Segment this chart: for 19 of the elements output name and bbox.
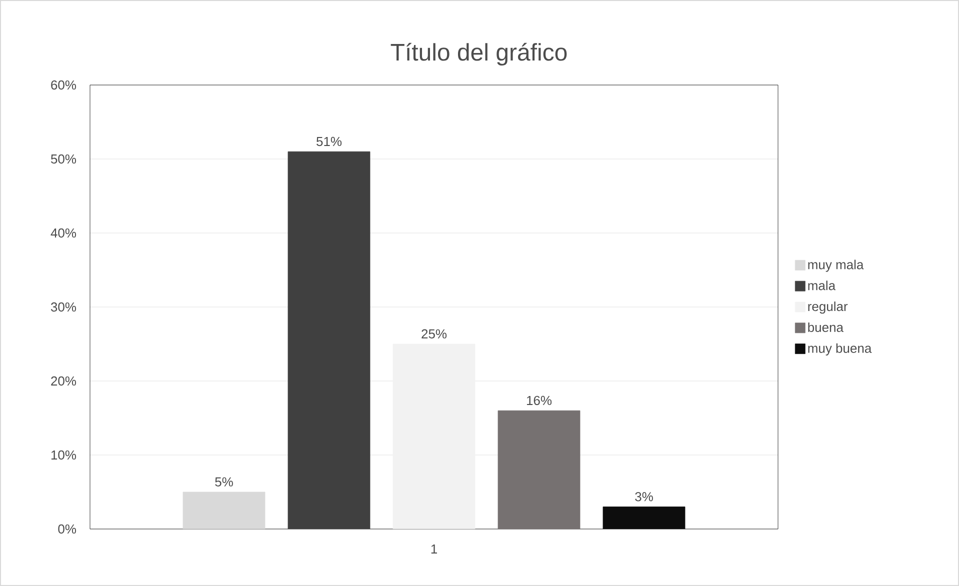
x-tick-label: 1	[431, 544, 437, 554]
y-tick-label: 20%	[51, 376, 76, 386]
legend-label: muy mala	[808, 260, 864, 272]
y-tick-label: 0%	[58, 524, 76, 534]
y-tick-label: 60%	[51, 80, 76, 90]
data-label: 5%	[215, 477, 233, 486]
legend-label: regular	[808, 302, 848, 314]
y-tick-label: 30%	[50, 302, 76, 312]
data-label: 25%	[422, 329, 447, 338]
data-label: 51%	[316, 136, 342, 146]
y-tick-label: 40%	[50, 228, 76, 238]
y-tick-label: 50%	[50, 154, 76, 164]
y-tick-label: 10%	[51, 450, 76, 460]
chart-title: Título del gráfico	[390, 42, 567, 66]
data-label: 3%	[635, 492, 653, 502]
legend-label: buena	[808, 322, 844, 332]
legend-label: mala	[808, 280, 836, 290]
legend-label: muy buena	[808, 343, 872, 356]
data-label: 16%	[526, 396, 552, 406]
